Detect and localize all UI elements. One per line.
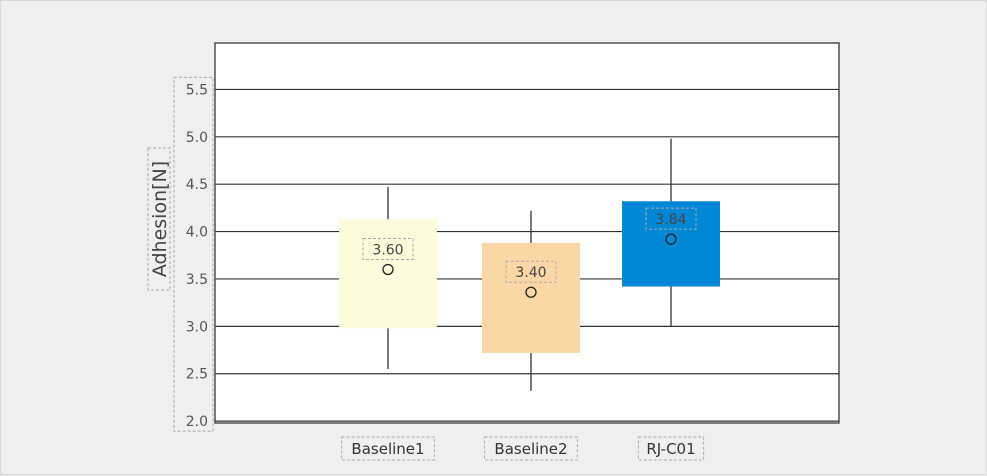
mean-label: 3.60: [372, 242, 403, 258]
mean-label-box: [505, 260, 557, 283]
y-tick-label: 4.5: [186, 177, 208, 193]
x-tick-label-box: [637, 436, 705, 461]
mean-label: 3.40: [515, 265, 546, 281]
y-tick-label: 3.5: [186, 272, 208, 288]
plot-area: [215, 43, 839, 423]
box-body: [482, 242, 580, 353]
y-axis-ticks: 2.0 2.5 3.0 3.5 4.0 4.5 5.0 5.5: [173, 76, 214, 432]
y-tick-label: 4.0: [186, 225, 208, 241]
y-axis-label: Adhesion[N]: [149, 161, 171, 277]
mean-marker: [382, 263, 394, 276]
boxes: 3.60 3.40 3.84: [339, 138, 720, 391]
mean-label: 3.84: [655, 212, 686, 228]
mean-marker: [665, 233, 677, 245]
mean-marker: [525, 286, 537, 298]
x-tick-label: Baseline2: [494, 440, 567, 458]
x-tick-label-box: [484, 436, 578, 461]
mean-label-box: [645, 207, 697, 230]
box-baseline2: 3.40: [482, 210, 580, 391]
x-axis-ticks: Baseline1 Baseline2 RJ-C01: [341, 436, 705, 461]
mean-label-box: [362, 237, 414, 260]
y-tick-label: 2.0: [186, 414, 208, 430]
y-tick-label: 5.0: [186, 130, 208, 146]
box-body: [339, 219, 437, 329]
y-axis-title-box: [147, 147, 171, 291]
y-tick-label: 5.5: [186, 82, 208, 98]
box-baseline1: 3.60: [339, 187, 437, 369]
x-tick-label-box: [341, 436, 435, 461]
box-rj-c01: 3.84: [622, 138, 720, 327]
y-tick-label: 3.0: [186, 319, 208, 335]
x-tick-label: Baseline1: [351, 440, 424, 458]
plot-border: [214, 42, 840, 424]
x-tick-label: RJ-C01: [646, 440, 695, 458]
y-tick-label: 2.5: [186, 367, 208, 383]
y-axis-title: Adhesion[N]: [147, 147, 171, 291]
y-axis-tick-box: [173, 76, 214, 432]
